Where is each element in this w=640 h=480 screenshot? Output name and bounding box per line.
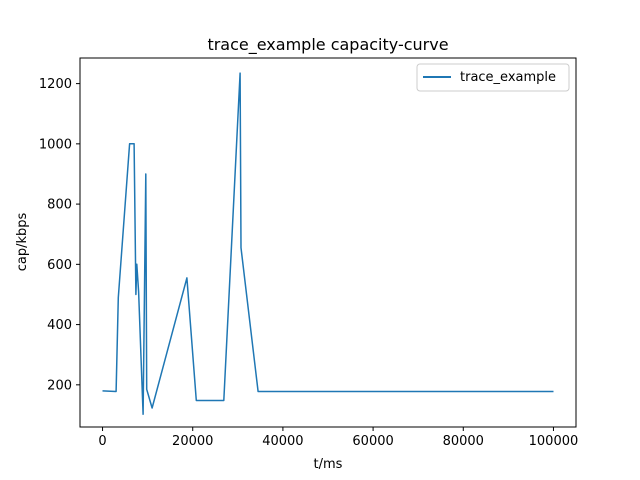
x-tick-label: 20000 xyxy=(172,434,213,449)
y-tick-label: 1000 xyxy=(39,137,72,152)
legend-box xyxy=(416,63,570,92)
y-tick-label: 1200 xyxy=(39,77,72,92)
y-axis-label: cap/kbps xyxy=(15,213,30,272)
y-tick-label: 400 xyxy=(47,318,72,333)
x-tick-label: 80000 xyxy=(443,434,484,449)
legend: trace_example xyxy=(416,63,570,92)
series-line-0 xyxy=(102,72,554,416)
tick-layer: 0 20000 40000 60000 80000 100000 200 400 600 800 1… xyxy=(39,77,578,449)
x-tick-label: 100000 xyxy=(529,434,579,449)
x-tick-label: 0 xyxy=(98,434,106,449)
y-tick-label: 200 xyxy=(47,378,72,393)
y-tick-label: 600 xyxy=(47,258,72,273)
plot-area xyxy=(102,72,554,416)
x-tick-label: 60000 xyxy=(352,434,393,449)
x-axis-label: t/ms xyxy=(314,457,343,472)
axes-frame xyxy=(79,57,577,428)
x-tick-label: 40000 xyxy=(262,434,303,449)
y-tick-label: 800 xyxy=(47,198,72,213)
chart-title: trace_example capacity-curve xyxy=(207,35,448,55)
legend-label: trace_example xyxy=(460,70,556,85)
